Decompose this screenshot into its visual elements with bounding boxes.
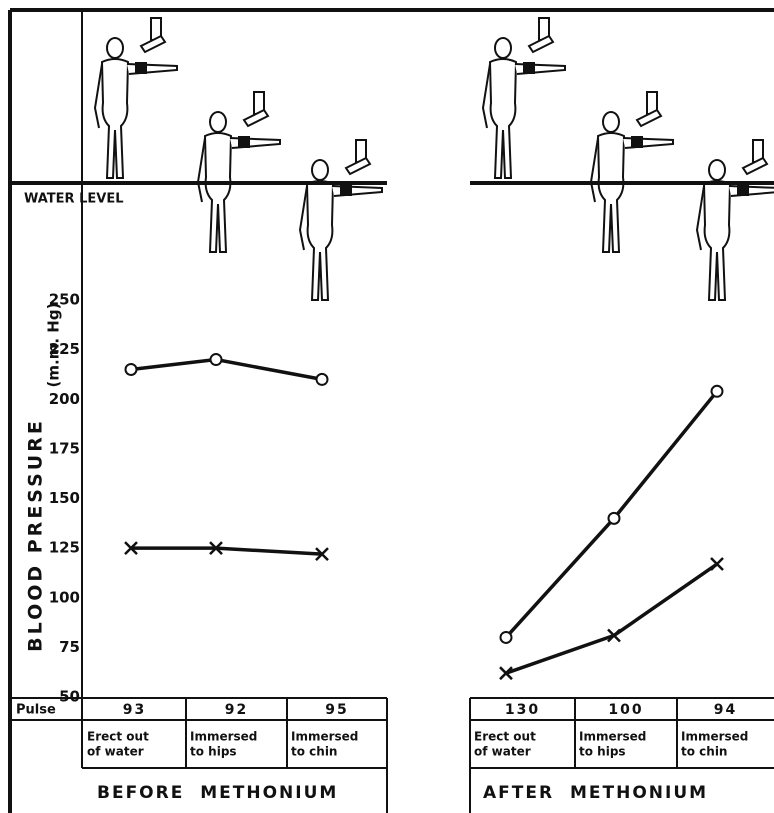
figure-body [704, 181, 730, 300]
figure-body [490, 59, 516, 178]
marker-circle [712, 386, 723, 397]
category-label: to hips [579, 745, 626, 759]
cuff [737, 184, 749, 196]
marker-circle [317, 374, 328, 385]
y-tick-label: 75 [59, 638, 80, 656]
panel-title: BEFORE METHONIUM [97, 783, 338, 803]
y-tick-label: 100 [49, 588, 80, 606]
category-label: Erect out [474, 730, 536, 744]
marker-circle [126, 364, 137, 375]
figure-arm [127, 64, 177, 74]
category-label: to chin [291, 745, 337, 759]
figure-head [210, 112, 226, 132]
figure-arm [95, 64, 102, 128]
figure-head [709, 160, 725, 180]
figure [198, 92, 280, 252]
figure [300, 140, 382, 300]
cuff [238, 136, 250, 148]
figure-arm [332, 186, 382, 196]
annotation: WATER LEVEL [24, 192, 123, 207]
marker-circle [609, 513, 620, 524]
figure-body [598, 133, 624, 252]
figure-head [107, 38, 123, 58]
figure-body [102, 59, 128, 178]
figure-arm [515, 64, 565, 74]
figure-head [312, 160, 328, 180]
marker-circle [501, 632, 512, 643]
figure-arm [623, 138, 673, 148]
cuff [523, 62, 535, 74]
pulse-value: 92 [225, 702, 248, 718]
category-label: to chin [681, 745, 727, 759]
panel-title: AFTER METHONIUM [483, 783, 708, 803]
series-line [131, 360, 322, 380]
y-axis-label: BLOOD PRESSURE [25, 418, 47, 652]
category-label: of water [87, 745, 144, 759]
y-tick-label: 150 [49, 489, 80, 507]
figure-body [307, 181, 333, 300]
pulse-value: 93 [123, 702, 146, 718]
cuff [135, 62, 147, 74]
y-tick-label: 225 [49, 340, 80, 358]
category-label: of water [474, 745, 531, 759]
category-label: to hips [190, 745, 237, 759]
marker-circle [211, 354, 222, 365]
category-label: Immersed [579, 730, 646, 744]
pulse-value: 100 [608, 702, 643, 718]
figure [697, 140, 774, 300]
y-tick-label: 250 [49, 291, 80, 309]
pulse-value: 94 [714, 702, 737, 718]
y-tick-label: 125 [49, 539, 80, 557]
cuff [631, 136, 643, 148]
category-label: Immersed [291, 730, 358, 744]
figure-head [495, 38, 511, 58]
pulse-value: 95 [325, 702, 348, 718]
category-label: Immersed [190, 730, 257, 744]
marker-x [711, 558, 723, 570]
figure-arm [230, 138, 280, 148]
series-line [506, 564, 717, 673]
figure-arm [697, 186, 704, 250]
pulse-value: 130 [505, 702, 540, 718]
figure [591, 92, 673, 252]
y-tick-label: 200 [49, 390, 80, 408]
figure-arm [483, 64, 490, 128]
figure-body [205, 133, 231, 252]
figure [95, 18, 177, 178]
figure-head [603, 112, 619, 132]
category-label: Erect out [87, 730, 149, 744]
category-label: Immersed [681, 730, 748, 744]
pulse-label: Pulse [16, 703, 56, 718]
figure-arm [729, 186, 774, 196]
chart: WATER LEVEL Pulse BLOOD PRESSURE (m.m. H… [0, 0, 774, 813]
figure-arm [300, 186, 307, 250]
y-tick-label: 50 [59, 688, 80, 706]
figure-arm [591, 138, 598, 202]
figure [483, 18, 565, 178]
y-tick-label: 175 [49, 439, 80, 457]
page: {"chart_data": [ {"type": "line", "title… [0, 0, 774, 813]
cuff [340, 184, 352, 196]
series-line [131, 548, 322, 554]
figure-arm [198, 138, 205, 202]
